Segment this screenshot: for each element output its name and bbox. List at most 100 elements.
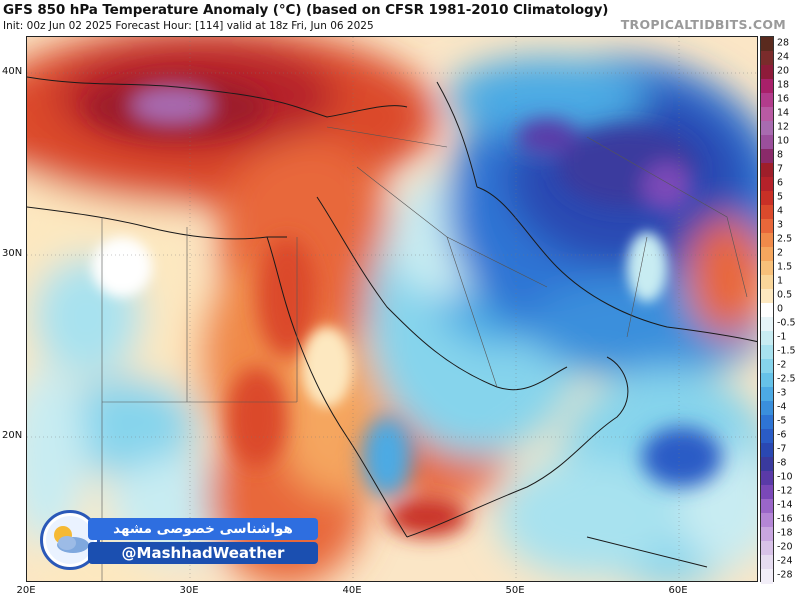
colorbar-tick-label: 12 <box>777 121 790 133</box>
colorbar-tick-label: 2 <box>777 247 784 259</box>
colorbar-segment <box>761 429 773 444</box>
colorbar-tick-label: -6 <box>777 429 787 441</box>
colorbar-segment <box>761 289 773 304</box>
colorbar-tick-label: 16 <box>777 93 790 105</box>
country-borders <box>101 126 748 581</box>
colorbar-tick-label: -1 <box>777 331 787 343</box>
brand-watermark[interactable]: TROPICALTIDBITS.COM <box>620 17 786 32</box>
colorbar-tick-label: 4 <box>777 205 784 217</box>
colorbar-segment <box>761 219 773 234</box>
colorbar-segment <box>761 457 773 472</box>
colorbar-tick-label: -0.5 <box>777 317 796 329</box>
colorbar-tick-label: 14 <box>777 107 790 119</box>
colorbar-segment <box>761 471 773 486</box>
colorbar-segment <box>761 79 773 94</box>
colorbar-tick-label: 0 <box>777 303 784 315</box>
colorbar-tick-label: -20 <box>777 541 793 553</box>
colorbar-segment <box>761 261 773 276</box>
colorbar-tick-label: -3 <box>777 387 787 399</box>
colorbar-segment <box>761 303 773 318</box>
colorbar-tick-label: -12 <box>777 485 793 497</box>
lon-label-60e: 60E <box>668 585 688 596</box>
colorbar-segment <box>761 513 773 528</box>
colorbar-segment <box>761 569 773 584</box>
colorbar-segment <box>761 359 773 374</box>
colorbar-tick-label: -18 <box>777 527 793 539</box>
colorbar-tick-label: -2.5 <box>777 373 796 385</box>
colorbar-segment <box>761 345 773 360</box>
colorbar <box>760 36 774 584</box>
watermark-persian-text: هواشناسی خصوصی مشهد <box>88 518 318 540</box>
colorbar-tick-label: 10 <box>777 135 790 147</box>
colorbar-segment <box>761 527 773 542</box>
coastlines <box>27 76 757 568</box>
colorbar-segment <box>761 541 773 556</box>
light-patches <box>92 232 667 407</box>
colorbar-segment <box>761 443 773 458</box>
colorbar-tick-label: 24 <box>777 51 790 63</box>
colorbar-segment <box>761 387 773 402</box>
colorbar-tick-label: 1.5 <box>777 261 793 273</box>
colorbar-tick-label: -2 <box>777 359 787 371</box>
colorbar-tick-label: -4 <box>777 401 787 413</box>
lon-label-50e: 50E <box>505 585 525 596</box>
map-title: GFS 850 hPa Temperature Anomaly (°C) (ba… <box>3 2 609 18</box>
colorbar-segment <box>761 415 773 430</box>
colorbar-segment <box>761 37 773 52</box>
colorbar-segment <box>761 247 773 262</box>
lon-label-30e: 30E <box>179 585 199 596</box>
colorbar-segment <box>761 317 773 332</box>
colorbar-segment <box>761 149 773 164</box>
colorbar-segment <box>761 135 773 150</box>
colorbar-tick-label: -14 <box>777 499 793 511</box>
colorbar-segment <box>761 331 773 346</box>
colorbar-segment <box>761 485 773 500</box>
colorbar-segment <box>761 555 773 570</box>
lon-label-40e: 40E <box>342 585 362 596</box>
colorbar-tick-label: -10 <box>777 471 793 483</box>
anomaly-map <box>26 36 758 582</box>
colorbar-segment <box>761 373 773 388</box>
colorbar-tick-label: 1 <box>777 275 784 287</box>
colorbar-segment <box>761 275 773 290</box>
colorbar-segment <box>761 163 773 178</box>
lat-label-40n: 40N <box>2 66 23 77</box>
colorbar-tick-label: -16 <box>777 513 793 525</box>
colorbar-tick-label: 5 <box>777 191 784 203</box>
colorbar-segment <box>761 233 773 248</box>
colorbar-segment <box>761 93 773 108</box>
colorbar-tick-label: -1.5 <box>777 345 796 357</box>
colorbar-segment <box>761 191 773 206</box>
colorbar-tick-label: 7 <box>777 163 784 175</box>
lat-label-30n: 30N <box>2 248 23 259</box>
colorbar-tick-label: 0.5 <box>777 289 793 301</box>
colorbar-tick-label: 20 <box>777 65 790 77</box>
lon-label-20e: 20E <box>16 585 36 596</box>
weather-logo-icon <box>40 510 100 570</box>
colorbar-tick-label: 2.5 <box>777 233 793 245</box>
colorbar-tick-label: -7 <box>777 443 787 455</box>
graticule <box>27 37 757 581</box>
colorbar-tick-label: 3 <box>777 219 784 231</box>
anomaly-field <box>27 37 757 581</box>
lat-label-20n: 20N <box>2 430 23 441</box>
colorbar-segment <box>761 107 773 122</box>
colorbar-tick-label: 6 <box>777 177 784 189</box>
colorbar-segment <box>761 401 773 416</box>
mashhad-weather-watermark: هواشناسی خصوصی مشهد @MashhadWeather <box>40 508 318 578</box>
colorbar-segment <box>761 121 773 136</box>
colorbar-segment <box>761 51 773 66</box>
watermark-handle: @MashhadWeather <box>88 542 318 564</box>
colorbar-tick-label: -28 <box>777 569 793 581</box>
intense-anomaly-cores <box>87 77 722 537</box>
colorbar-tick-label: -5 <box>777 415 787 427</box>
forecast-subtitle: Init: 00z Jun 02 2025 Forecast Hour: [11… <box>3 20 374 32</box>
colorbar-tick-label: 28 <box>777 37 790 49</box>
colorbar-segment <box>761 499 773 514</box>
colorbar-segment <box>761 65 773 80</box>
colorbar-tick-label: 8 <box>777 149 784 161</box>
colorbar-segment <box>761 205 773 220</box>
colorbar-tick-label: 18 <box>777 79 790 91</box>
colorbar-segment <box>761 177 773 192</box>
colorbar-tick-label: -24 <box>777 555 793 567</box>
